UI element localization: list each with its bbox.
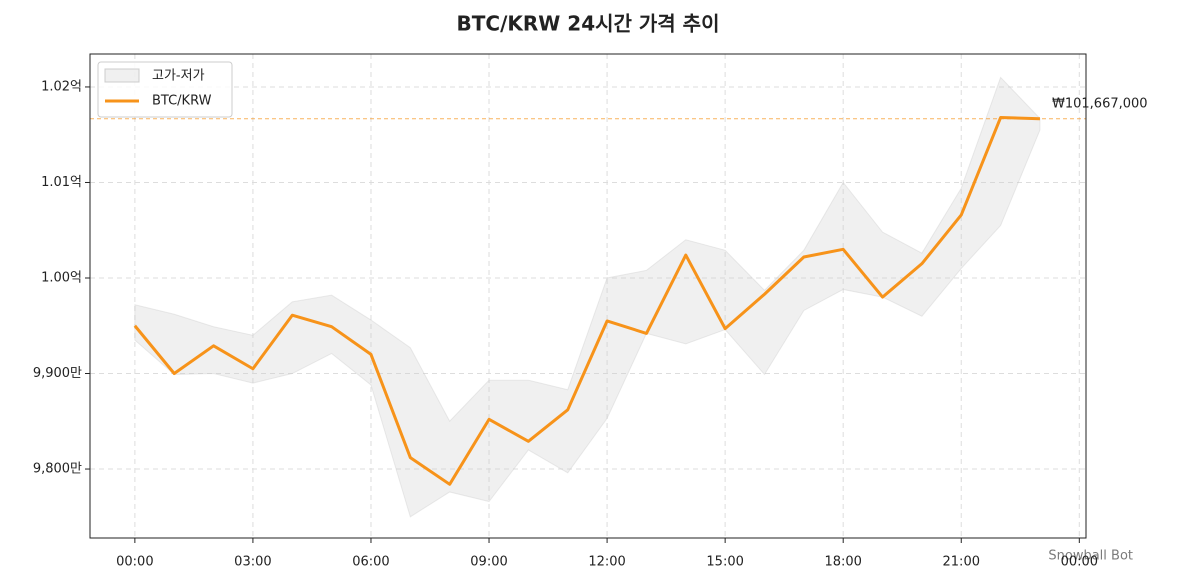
legend-swatch: [104, 68, 140, 83]
legend-label: 고가-저가: [152, 69, 205, 84]
y-tick-label: 1.01억: [41, 175, 82, 190]
x-tick-label: 15:00: [706, 555, 743, 570]
x-tick-label: 09:00: [470, 555, 507, 570]
x-tick-label: 21:00: [943, 555, 980, 570]
watermark: Snowball Bot: [1048, 549, 1133, 564]
x-tick-label: 00:00: [116, 555, 153, 570]
price-label: ₩101,667,000: [1052, 96, 1148, 111]
y-tick-label: 1.02억: [41, 79, 82, 94]
x-tick-label: 00:00: [1061, 555, 1098, 570]
high-low-band: [134, 76, 1041, 518]
x-tick-label: 06:00: [352, 555, 389, 570]
chart-title: BTC/KRW 24시간 가격 추이: [457, 12, 720, 36]
price-line-series: [133, 116, 1041, 486]
x-tick-label: 03:00: [234, 555, 271, 570]
legend: 고가-저가 BTC/KRW: [97, 61, 233, 118]
y-tick-label: 9,900만: [33, 366, 82, 381]
y-tick-label: 1.00억: [41, 270, 82, 285]
x-tick-label: 18:00: [824, 555, 861, 570]
legend-label: BTC/KRW: [152, 94, 212, 109]
legend-box: [97, 61, 233, 118]
x-tick-label: 12:00: [588, 555, 625, 570]
plot-frame: [89, 53, 1087, 539]
y-tick-label: 9,800만: [33, 462, 82, 477]
